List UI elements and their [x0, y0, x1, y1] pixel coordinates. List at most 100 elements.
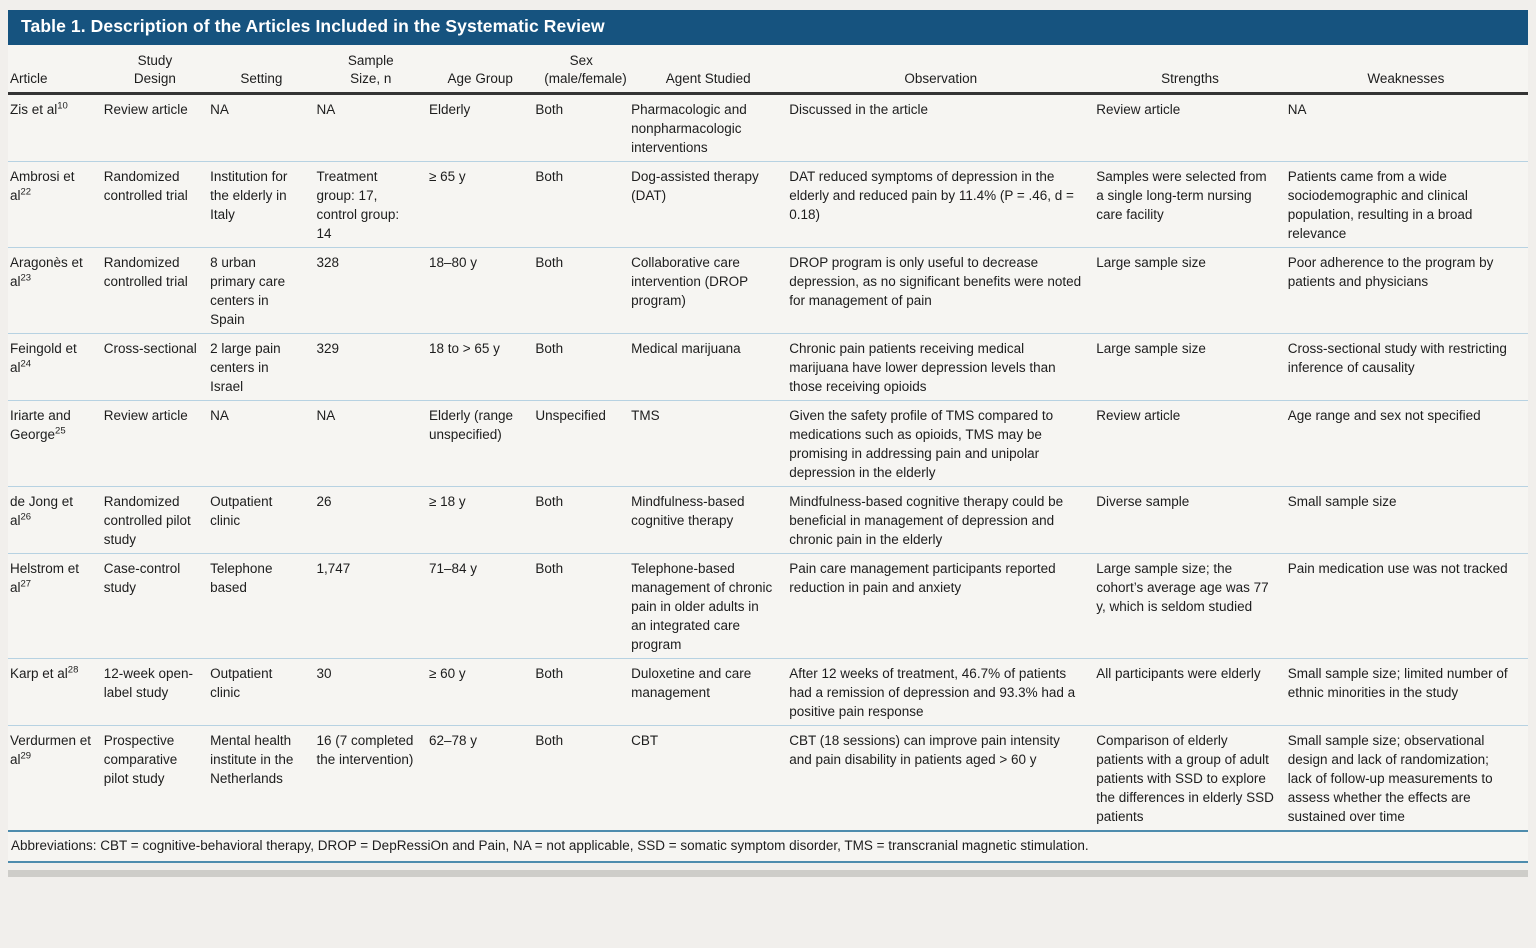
cell-age-group: ≥ 65 y [429, 169, 466, 184]
cell-agent-studied: Duloxetine and care management [631, 666, 752, 700]
cell-agent-studied: Pharmacologic and nonpharmacologic inter… [631, 102, 747, 155]
column-header-sex: Sex (male/female) [544, 53, 627, 86]
cell-article: Feingold et al24 [8, 334, 104, 401]
cell-age-group: Elderly [429, 102, 471, 117]
article-name: Ambrosi et al [10, 169, 75, 203]
cell-sample-size: 1,747 [316, 561, 351, 576]
cell-setting: Outpatient clinic [210, 494, 273, 528]
cell-strengths: Large sample size; the cohort’s average … [1096, 561, 1269, 614]
cell-article: Verdurmen et al29 [8, 726, 104, 831]
article-name: Helstrom et al [10, 561, 80, 595]
cell-sex: Both [535, 169, 564, 184]
column-header-age-group: Age Group [447, 71, 513, 86]
table-title: Table 1. Description of the Articles Inc… [8, 10, 1528, 45]
abbreviations-footnote: Abbreviations: CBT = cognitive-behaviora… [8, 830, 1528, 863]
column-header-weaknesses: Weaknesses [1367, 71, 1445, 86]
column-header-observation: Observation [904, 71, 978, 86]
cell-observation: Given the safety profile of TMS compared… [789, 408, 1054, 480]
cell-study-design: Review article [103, 102, 188, 117]
cell-weaknesses: Poor adherence to the program by patient… [1287, 255, 1494, 289]
page: Table 1. Description of the Articles Inc… [8, 10, 1528, 877]
table-row: Ambrosi et al22 Randomized controlled tri… [8, 162, 1528, 248]
cell-study-design: Case-control study [103, 561, 181, 595]
cell-weaknesses: Pain medication use was not tracked [1287, 561, 1508, 576]
article-name: Verdurmen et al [10, 733, 92, 767]
cell-observation: CBT (18 sessions) can improve pain inten… [789, 733, 1060, 767]
article-name: Feingold et al [10, 341, 77, 375]
cell-agent-studied: Medical marijuana [631, 341, 741, 356]
cell-strengths: Large sample size [1096, 255, 1206, 270]
cell-sample-size: 26 [316, 494, 332, 509]
page-bottom-rule [8, 870, 1528, 877]
reference-number: 24 [20, 358, 32, 370]
cell-agent-studied: TMS [631, 408, 660, 423]
cell-sex: Both [535, 561, 564, 576]
cell-age-group: ≥ 18 y [429, 494, 466, 509]
cell-age-group: 18–80 y [429, 255, 478, 270]
reference-number: 29 [20, 750, 32, 762]
cell-setting: 2 large pain centers in Israel [210, 341, 281, 394]
table-row: Zis et al10 Review article NA NA Elderly Both… [8, 94, 1528, 162]
cell-weaknesses: Age range and sex not specified [1287, 408, 1481, 423]
cell-weaknesses: Small sample size; observational design … [1287, 733, 1493, 824]
cell-setting: NA [210, 408, 229, 423]
cell-agent-studied: Collaborative care intervention (DROP pr… [631, 255, 748, 308]
article-name: Iriarte and George [10, 408, 71, 442]
column-header-sample-size: Sample Size, n [347, 53, 394, 86]
column-header-agent-studied: Agent Studied [665, 71, 751, 86]
article-name: Aragonès et al [10, 255, 83, 289]
cell-age-group: 62–78 y [429, 733, 478, 748]
cell-agent-studied: CBT [631, 733, 659, 748]
table-row: Verdurmen et al29 Prospective comparative… [8, 726, 1528, 831]
cell-sample-size: 16 (7 completed the intervention) [316, 733, 414, 767]
cell-age-group: Elderly (range unspecified) [429, 408, 514, 442]
cell-age-group: ≥ 60 y [429, 666, 466, 681]
reference-number: 23 [20, 272, 32, 284]
cell-sample-size: Treatment group: 17, control group: 14 [316, 169, 400, 241]
cell-article: Ambrosi et al22 [8, 162, 104, 248]
cell-sample-size: 30 [316, 666, 332, 681]
table-row: Karp et al28 12-week open-label study Outp… [8, 659, 1528, 726]
cell-setting: NA [210, 102, 229, 117]
cell-study-design: Randomized controlled trial [103, 169, 188, 203]
cell-sample-size: 329 [316, 341, 340, 356]
cell-setting: Outpatient clinic [210, 666, 273, 700]
table-row: Helstrom et al27 Case-control study Teleph… [8, 554, 1528, 659]
cell-strengths: Review article [1096, 102, 1181, 117]
cell-observation: Pain care management participants report… [789, 561, 1056, 595]
cell-weaknesses: Small sample size [1287, 494, 1397, 509]
cell-age-group: 18 to > 65 y [429, 341, 500, 356]
cell-weaknesses: Cross-sectional study with restricting i… [1287, 341, 1507, 375]
cell-age-group: 71–84 y [429, 561, 478, 576]
table-row: Iriarte and George25 Review article NA NA El… [8, 401, 1528, 487]
reference-number: 27 [20, 578, 32, 590]
cell-sex: Both [535, 494, 564, 509]
cell-observation: DAT reduced symptoms of depression in th… [789, 169, 1074, 222]
cell-article: Aragonès et al23 [8, 248, 104, 334]
cell-strengths: Diverse sample [1096, 494, 1190, 509]
table-row: Feingold et al24 Cross-sectional 2 large p… [8, 334, 1528, 401]
column-header-study-design: Study Design [133, 53, 176, 86]
cell-sex: Unspecified [535, 408, 606, 423]
reference-number: 28 [67, 664, 79, 676]
article-name: Zis et al [10, 102, 58, 117]
reference-number: 26 [20, 511, 32, 523]
cell-sex: Both [535, 733, 564, 748]
cell-setting: 8 urban primary care centers in Spain [210, 255, 286, 327]
cell-setting: Institution for the elderly in Italy [210, 169, 288, 222]
cell-article: Karp et al28 [8, 659, 104, 726]
cell-strengths: All participants were elderly [1096, 666, 1261, 681]
cell-strengths: Review article [1096, 408, 1181, 423]
cell-article: Zis et al10 [8, 94, 104, 162]
table-row: Aragonès et al23 Randomized controlled tr… [8, 248, 1528, 334]
article-name: Karp et al [10, 666, 68, 681]
cell-article: de Jong et al26 [8, 487, 104, 554]
cell-setting: Telephone based [210, 561, 273, 595]
reference-number: 22 [20, 186, 32, 198]
reference-number: 10 [57, 100, 68, 112]
cell-strengths: Comparison of elderly patients with a gr… [1096, 733, 1274, 824]
cell-weaknesses: Small sample size; limited number of eth… [1287, 666, 1508, 700]
cell-observation: Mindfulness-based cognitive therapy coul… [789, 494, 1064, 547]
cell-strengths: Large sample size [1096, 341, 1206, 356]
cell-setting: Mental health institute in the Netherlan… [210, 733, 294, 786]
